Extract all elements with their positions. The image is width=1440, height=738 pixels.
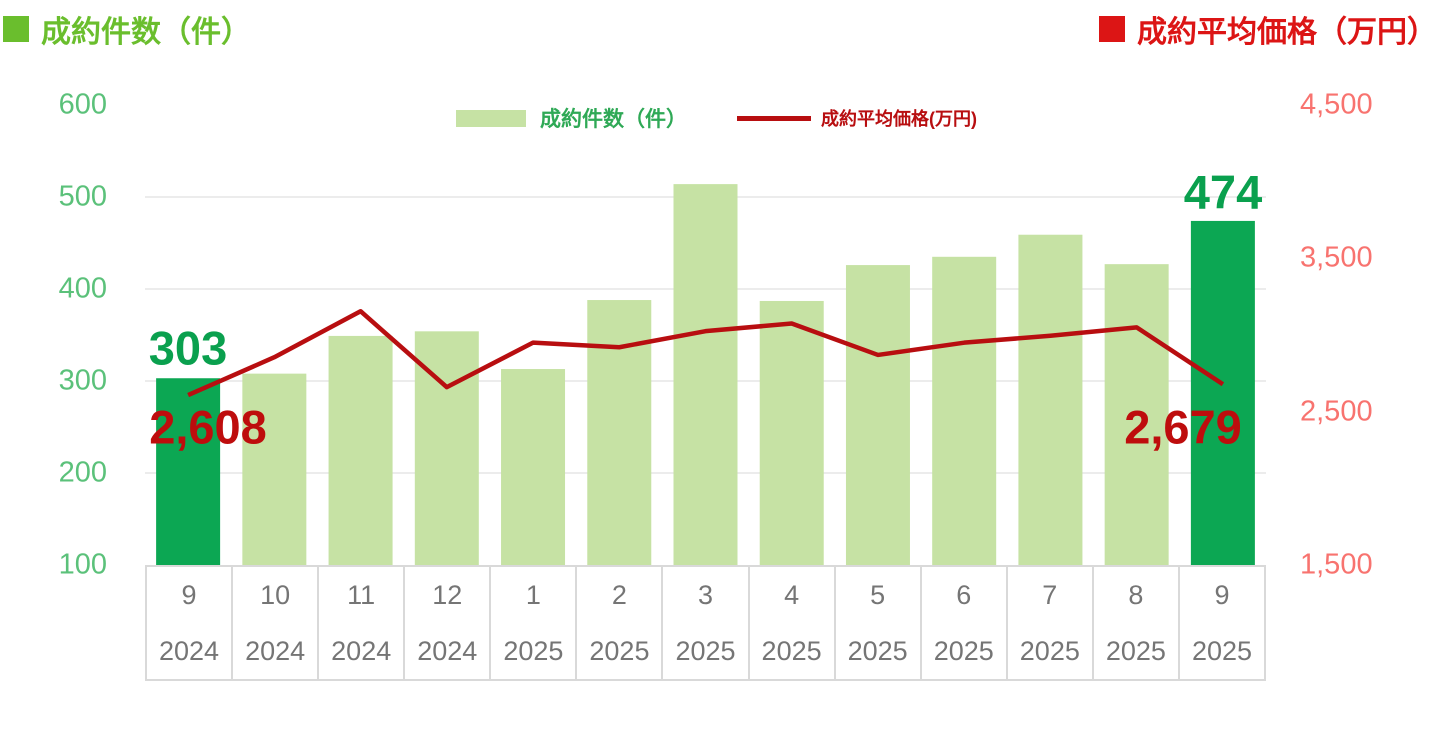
bar (328, 335, 393, 565)
x-axis-cell: 3 2025 (661, 567, 747, 679)
x-axis-year-label: 2025 (1191, 635, 1253, 666)
left-axis-title-text: 成約件数（件） (41, 16, 251, 49)
x-axis-cell: 7 2025 (1005, 567, 1092, 679)
line-series-legend-label: 成約平均価格(万円) (821, 109, 977, 129)
left-axis-tick-label: 400 (58, 272, 107, 305)
x-axis-cell: 9 2024 (147, 567, 231, 679)
bar (1018, 234, 1083, 565)
legend: 成約件数（件） 成約平均価格(万円) (456, 103, 977, 133)
x-axis-month-label: 11 (347, 579, 376, 610)
green-square-icon (3, 16, 29, 42)
x-axis-cell: 8 2025 (1091, 567, 1178, 679)
x-axis-month-label: 4 (784, 579, 800, 610)
bar (587, 300, 652, 565)
x-axis-year-label: 2024 (417, 635, 478, 666)
x-axis-year-label: 2025 (589, 635, 650, 666)
right-axis-tick-label: 2,500 (1300, 395, 1373, 428)
data-label-first-line: 2,608 (149, 400, 267, 454)
left-axis-tick-label: 200 (58, 456, 107, 489)
x-axis-cell: 2 2025 (575, 567, 661, 679)
x-axis-month-label: 5 (870, 579, 886, 610)
right-axis-tick-label: 3,500 (1300, 241, 1373, 274)
left-axis-title: 成約件数（件） (3, 7, 251, 51)
x-axis-year-label: 2025 (1019, 635, 1080, 666)
bar (932, 256, 997, 565)
x-axis-month-label: 3 (697, 579, 714, 610)
x-axis-cell: 5 2025 (833, 567, 920, 679)
right-axis-tick-label: 4,500 (1300, 88, 1373, 121)
price-line (187, 308, 1225, 398)
x-axis-year-label: 2025 (761, 635, 822, 666)
line-series-swatch-icon (737, 115, 811, 121)
bar-highlight (156, 378, 221, 565)
bar (242, 373, 307, 565)
x-axis-cell: 4 2025 (747, 567, 834, 679)
x-axis-year-label: 2025 (933, 635, 994, 666)
bar (759, 300, 824, 565)
x-axis-cell: 10 2024 (231, 567, 317, 679)
x-axis-month-label: 9 (1214, 579, 1230, 610)
data-label-first-bar: 303 (148, 321, 228, 375)
left-axis-tick-label: 300 (58, 364, 107, 397)
x-axis-cell: 6 2025 (919, 567, 1006, 679)
x-axis-table: 9 2024 10 2024 11 2024 12 2024 1 2025 2 2025 3 2025 4 2… (145, 565, 1266, 681)
bar-series-swatch-icon (456, 109, 526, 127)
x-axis-year-label: 2025 (675, 635, 736, 666)
right-axis-title: 成約平均価格（万円） (1099, 7, 1437, 51)
bar (1104, 264, 1169, 565)
x-axis-month-label: 12 (432, 579, 463, 610)
x-axis-cell: 11 2024 (317, 567, 403, 679)
bar (501, 369, 566, 565)
x-axis-year-label: 2025 (847, 635, 908, 666)
left-axis-tick-label: 500 (58, 180, 107, 213)
red-square-icon (1099, 16, 1125, 42)
x-axis-year-label: 2025 (503, 635, 564, 666)
right-axis-tick-label: 1,500 (1300, 548, 1373, 581)
x-axis-month-label: 2 (611, 579, 627, 610)
x-axis-cell: 9 2025 (1177, 567, 1264, 679)
x-axis-month-label: 10 (260, 579, 291, 610)
x-axis-cell: 1 2025 (489, 567, 575, 679)
right-axis-title-text: 成約平均価格（万円） (1137, 16, 1437, 49)
x-axis-month-label: 8 (1128, 579, 1144, 610)
left-axis-tick-label: 600 (58, 88, 107, 121)
bar (845, 265, 910, 565)
bar-series-legend-label: 成約件数（件） (540, 108, 687, 131)
x-axis-cell: 12 2024 (403, 567, 489, 679)
data-label-last-bar: 474 (1183, 165, 1263, 219)
x-axis-year-label: 2024 (245, 635, 306, 666)
x-axis-month-label: 1 (525, 579, 541, 610)
x-axis-year-label: 2024 (331, 635, 392, 666)
left-axis-tick-label: 100 (58, 548, 107, 581)
data-label-last-line: 2,679 (1124, 400, 1242, 454)
x-axis-month-label: 7 (1042, 579, 1058, 610)
x-axis-month-label: 9 (181, 579, 197, 610)
x-axis-year-label: 2024 (159, 635, 220, 666)
x-axis-year-label: 2025 (1105, 635, 1166, 666)
bar (673, 184, 738, 565)
x-axis-month-label: 6 (956, 579, 972, 610)
bar-highlight (1190, 220, 1255, 566)
